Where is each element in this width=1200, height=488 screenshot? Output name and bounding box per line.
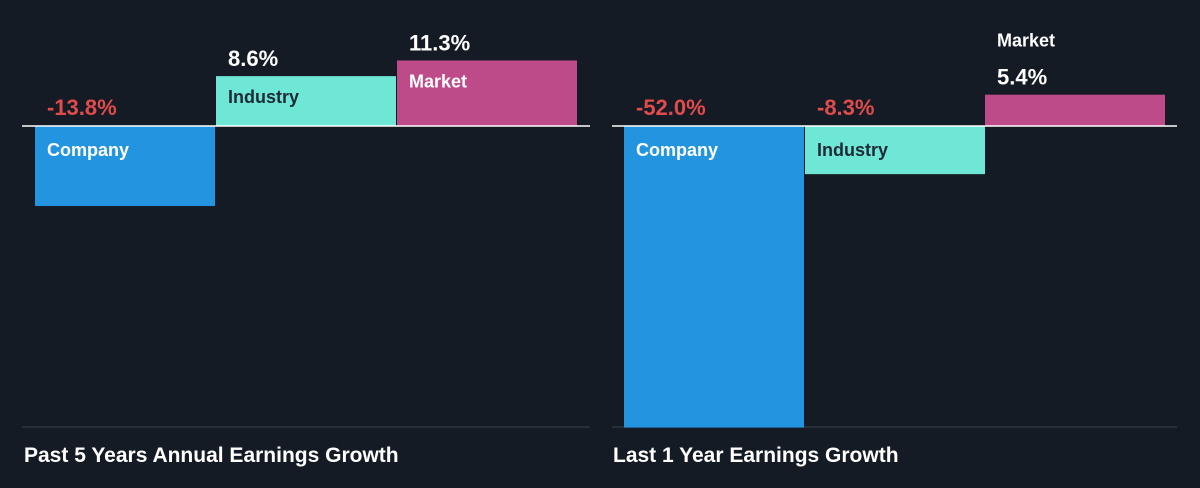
category-label-industry-1-year: Industry (817, 140, 888, 160)
category-label-company-1-year: Company (636, 140, 718, 160)
chart-title-5-year: Past 5 Years Annual Earnings Growth (24, 444, 399, 467)
value-label-company-1-year: -52.0% (636, 95, 706, 120)
bar-market-5-year (397, 60, 577, 126)
value-label-market-5-year: 11.3% (409, 30, 470, 55)
category-label-industry-5-year: Industry (228, 87, 299, 107)
bar-industry-1-year (805, 126, 985, 175)
category-label-company-5-year: Company (47, 140, 129, 160)
value-label-industry-5-year: 8.6% (228, 46, 278, 71)
category-label-market-5-year: Market (409, 71, 467, 91)
bar-company-5-year (35, 126, 215, 207)
value-label-market-1-year: 5.4% (997, 65, 1047, 90)
value-label-industry-1-year: -8.3% (817, 95, 874, 120)
bar-industry-5-year (216, 76, 396, 126)
category-label-market-1-year: Market (997, 31, 1055, 51)
bar-company-1-year (624, 126, 804, 428)
bar-market-1-year (985, 94, 1165, 126)
chart-title-1-year: Last 1 Year Earnings Growth (613, 444, 899, 467)
value-label-company-5-year: -13.8% (47, 95, 117, 120)
